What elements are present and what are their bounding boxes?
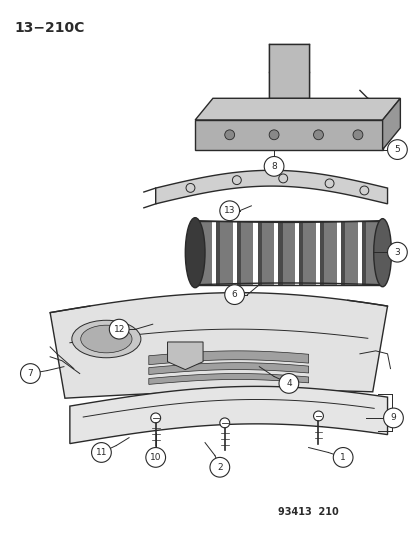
Circle shape: [387, 243, 406, 262]
Circle shape: [209, 457, 229, 477]
Circle shape: [352, 130, 362, 140]
Circle shape: [313, 130, 323, 140]
Polygon shape: [261, 221, 274, 285]
Polygon shape: [148, 374, 308, 384]
Polygon shape: [340, 221, 344, 285]
Circle shape: [383, 408, 402, 428]
Circle shape: [268, 130, 278, 140]
Circle shape: [91, 442, 111, 462]
Text: 9: 9: [389, 414, 395, 423]
Circle shape: [224, 285, 244, 304]
Text: 13: 13: [223, 206, 235, 215]
Polygon shape: [216, 221, 220, 285]
Text: 7: 7: [27, 369, 33, 378]
Circle shape: [224, 130, 234, 140]
Ellipse shape: [81, 325, 132, 353]
Polygon shape: [278, 221, 282, 285]
Text: 4: 4: [285, 379, 291, 388]
Polygon shape: [257, 221, 261, 285]
Polygon shape: [303, 221, 315, 285]
Ellipse shape: [373, 219, 391, 287]
Ellipse shape: [185, 217, 204, 288]
Polygon shape: [299, 221, 303, 285]
Ellipse shape: [72, 320, 140, 358]
Text: 1: 1: [339, 453, 345, 462]
Polygon shape: [319, 221, 323, 285]
Text: 12: 12: [113, 325, 125, 334]
Circle shape: [313, 411, 323, 421]
Text: 3: 3: [394, 248, 399, 257]
Polygon shape: [323, 221, 336, 285]
Circle shape: [387, 140, 406, 159]
Polygon shape: [195, 120, 382, 150]
Polygon shape: [70, 386, 387, 443]
Circle shape: [219, 201, 239, 221]
Polygon shape: [268, 44, 308, 98]
Polygon shape: [155, 171, 387, 204]
Circle shape: [145, 448, 165, 467]
Polygon shape: [282, 221, 294, 285]
Text: 8: 8: [271, 162, 276, 171]
Circle shape: [21, 364, 40, 383]
Text: 6: 6: [231, 290, 237, 299]
Text: 10: 10: [150, 453, 161, 462]
Polygon shape: [195, 98, 399, 120]
Polygon shape: [382, 98, 399, 150]
Polygon shape: [199, 221, 211, 285]
Polygon shape: [50, 293, 387, 398]
Polygon shape: [236, 221, 240, 285]
Text: 93413  210: 93413 210: [278, 506, 338, 516]
Circle shape: [109, 319, 129, 339]
Polygon shape: [195, 221, 199, 285]
Text: 5: 5: [394, 145, 399, 154]
Polygon shape: [148, 351, 308, 365]
Text: 11: 11: [95, 448, 107, 457]
Circle shape: [150, 413, 160, 423]
Polygon shape: [365, 221, 377, 285]
Circle shape: [219, 418, 229, 428]
Circle shape: [278, 374, 298, 393]
Polygon shape: [220, 221, 232, 285]
Polygon shape: [148, 362, 308, 375]
Circle shape: [332, 448, 352, 467]
Circle shape: [263, 157, 283, 176]
Text: 13−210C: 13−210C: [14, 21, 85, 35]
Polygon shape: [240, 221, 253, 285]
Text: 2: 2: [216, 463, 222, 472]
Polygon shape: [167, 342, 202, 369]
Polygon shape: [344, 221, 357, 285]
Polygon shape: [361, 221, 365, 285]
